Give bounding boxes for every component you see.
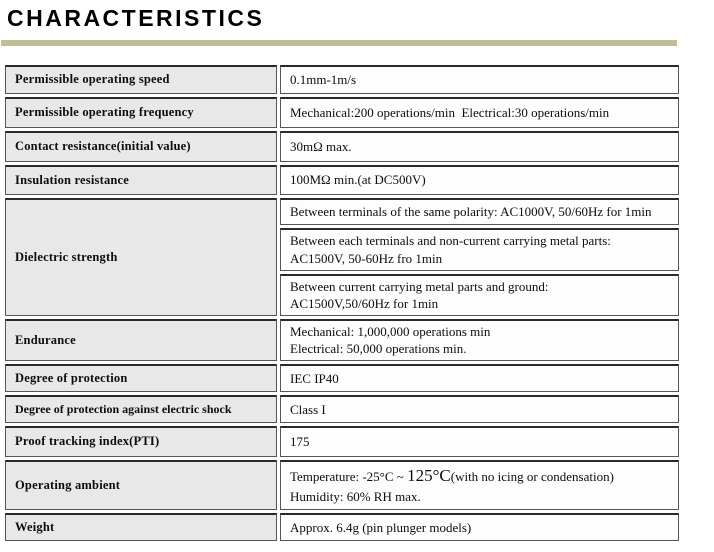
label-weight: Weight [5,512,277,541]
temperature-max-value: 125°C [407,466,451,486]
value-line: AC1500V,50/60Hz for 1min [290,296,439,312]
label-protection-against-electric-shock: Degree of protection against electric sh… [5,394,277,423]
page-title: CHARACTERISTICS [7,5,265,31]
value-permissible-operating-frequency: Mechanical:200 operations/min Electrical… [280,96,679,128]
label-permissible-operating-frequency: Permissible operating frequency [5,96,277,128]
label-insulation-resistance: Insulation resistance [5,164,277,195]
value-line: Between each terminals and non-current c… [290,233,611,249]
value-degree-of-protection: IEC IP40 [280,363,679,392]
value-dielectric-same-polarity: Between terminals of the same polarity: … [280,197,679,225]
datasheet-page: CHARACTERISTICS Permissible operating sp… [0,5,714,544]
table-row: Insulation resistance 100MΩ min.(at DC50… [5,164,679,195]
temperature-line: Temperature: -25°C ~ 125°C(with no icing… [290,465,672,488]
table-row: Between current carrying metal parts and… [5,273,679,316]
value-endurance: Mechanical: 1,000,000 operations min Ele… [280,318,679,361]
value-proof-tracking-index: 175 [280,425,679,457]
value-insulation-resistance: 100MΩ min.(at DC500V) [280,164,679,195]
table-row: Operating ambient Temperature: -25°C ~ 1… [5,459,679,510]
table-row: Permissible operating speed 0.1mm-1m/s [5,64,679,94]
label-proof-tracking-index: Proof tracking index(PTI) [5,425,277,457]
table-row: Permissible operating frequency Mechanic… [5,96,679,128]
table-row: Dielectric strength Between terminals of… [5,197,679,316]
value-dielectric-metal-parts-ground: Between current carrying metal parts and… [280,273,679,316]
value-dielectric-noncurrent-metal-parts: Between each terminals and non-current c… [280,227,679,271]
value-permissible-operating-speed: 0.1mm-1m/s [280,64,679,94]
value-contact-resistance: 30mΩ max. [280,130,679,162]
table-row: Degree of protection against electric sh… [5,394,679,423]
table-row: Between each terminals and non-current c… [5,227,679,271]
value-operating-ambient: Temperature: -25°C ~ 125°C(with no icing… [280,459,679,510]
table-row: Degree of protection IEC IP40 [5,363,679,392]
table-row: Proof tracking index(PTI) 175 [5,425,679,457]
table-row: Endurance Mechanical: 1,000,000 operatio… [5,318,679,361]
title-underline-bar [1,39,677,46]
temperature-suffix: (with no icing or condensation) [450,469,614,485]
label-operating-ambient: Operating ambient [5,459,277,510]
temperature-prefix: Temperature: -25°C ~ [290,469,408,485]
characteristics-table: Permissible operating speed 0.1mm-1m/s P… [2,62,682,544]
value-line: Electrical: 50,000 operations min. [290,341,467,357]
table-row: Contact resistance(initial value) 30mΩ m… [5,130,679,162]
label-dielectric-strength: Dielectric strength [5,197,277,316]
value-protection-against-electric-shock: Class I [280,394,679,423]
value-line: Between current carrying metal parts and… [290,278,549,294]
label-contact-resistance: Contact resistance(initial value) [5,130,277,162]
table-row: Weight Approx. 6.4g (pin plunger models) [5,512,679,541]
label-permissible-operating-speed: Permissible operating speed [5,64,277,94]
label-degree-of-protection: Degree of protection [5,363,277,392]
value-weight: Approx. 6.4g (pin plunger models) [280,512,679,541]
humidity-line: Humidity: 60% RH max. [290,488,421,504]
value-line: Mechanical: 1,000,000 operations min [290,323,491,339]
value-line: AC1500V, 50-60Hz fro 1min [290,250,443,266]
label-endurance: Endurance [5,318,277,361]
